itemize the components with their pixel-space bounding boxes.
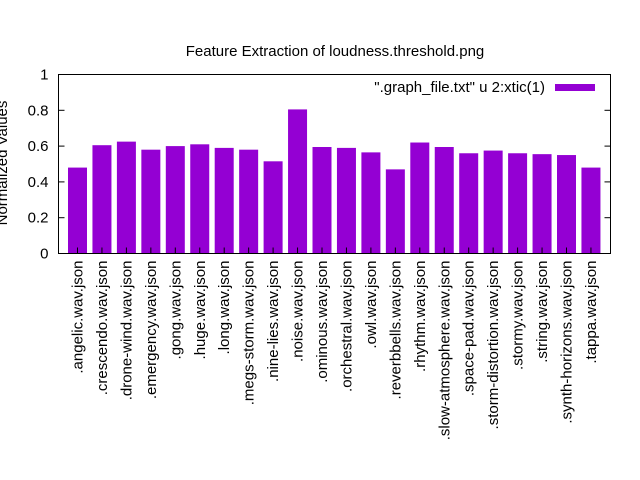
x-tick-label: .tappa.wav.json (583, 261, 600, 364)
x-tick-label: .string.wav.json (534, 261, 551, 363)
bar (385, 169, 405, 254)
bar (68, 167, 87, 254)
x-tick-label: .storm-distortion.wav.json (485, 261, 502, 430)
bar (116, 141, 136, 254)
x-tick-label: .noise.wav.json (290, 261, 307, 362)
legend: ".graph_file.txt" u 2:xtic(1) (374, 79, 595, 96)
bar (459, 153, 479, 254)
y-tick-label: 0.2 (28, 210, 49, 227)
bar (263, 161, 283, 254)
bar (336, 147, 356, 254)
x-tick-label: .nine-lies.wav.json (265, 261, 282, 382)
bar (434, 147, 454, 254)
bar (288, 109, 308, 254)
x-tick-label: .synth-horizons.wav.json (559, 261, 576, 424)
y-tick-label: 0.6 (28, 138, 49, 155)
bar (410, 142, 430, 254)
x-tick-label: .slow-atmosphere.wav.json (436, 261, 453, 441)
y-tick-label: 0.8 (28, 102, 49, 119)
bar (141, 149, 161, 254)
bar (190, 144, 210, 254)
x-tick-label: .space-pad.wav.json (461, 261, 478, 397)
plot-frame (58, 74, 611, 254)
x-tick-label: .angelic.wav.json (70, 261, 87, 374)
x-tick-label: .rhythm.wav.json (412, 261, 429, 372)
bar (92, 145, 112, 254)
y-ticks-group: 0 0.2 0.4 0.6 0.8 1 (28, 67, 611, 263)
bar (532, 154, 552, 254)
legend-swatch (555, 84, 595, 91)
bar (239, 149, 259, 254)
x-tick-label: .emergency.wav.json (143, 261, 160, 400)
bar (508, 153, 528, 254)
x-tick-label: .gong.wav.json (167, 261, 184, 360)
bar (483, 150, 503, 254)
bars-group (68, 109, 601, 254)
x-tick-label: .long.wav.json (216, 261, 233, 355)
x-tick-label: .orchestral.wav.json (338, 261, 355, 392)
y-tick-label: 0.4 (28, 174, 49, 191)
bar (581, 167, 601, 254)
x-tick-label: .megs-storm.wav.json (241, 261, 258, 406)
legend-label: ".graph_file.txt" u 2:xtic(1) (374, 79, 545, 96)
x-tick-label: .stormy.wav.json (510, 261, 527, 370)
bar (312, 147, 332, 254)
y-axis-label: Normalized Values (0, 101, 11, 226)
x-tick-label: .reverbbells.wav.json (387, 261, 404, 400)
x-tick-label: .crescendo.wav.json (94, 261, 111, 396)
x-ticks-group: .angelic.wav.json .crescendo.wav.json .dro… (70, 247, 600, 441)
bar (557, 155, 576, 254)
x-tick-label: .ominous.wav.json (314, 261, 331, 383)
y-tick-label: 0 (40, 246, 48, 263)
x-tick-label: .huge.wav.json (192, 261, 209, 360)
x-tick-label: .owl.wav.json (363, 261, 380, 349)
bar (361, 152, 381, 254)
bar (214, 147, 234, 254)
chart-title: Feature Extraction of loudness.threshold… (186, 43, 485, 60)
x-tick-label: .drone-wind.wav.json (118, 261, 135, 401)
y-tick-label: 1 (40, 67, 48, 84)
bar (165, 146, 185, 254)
